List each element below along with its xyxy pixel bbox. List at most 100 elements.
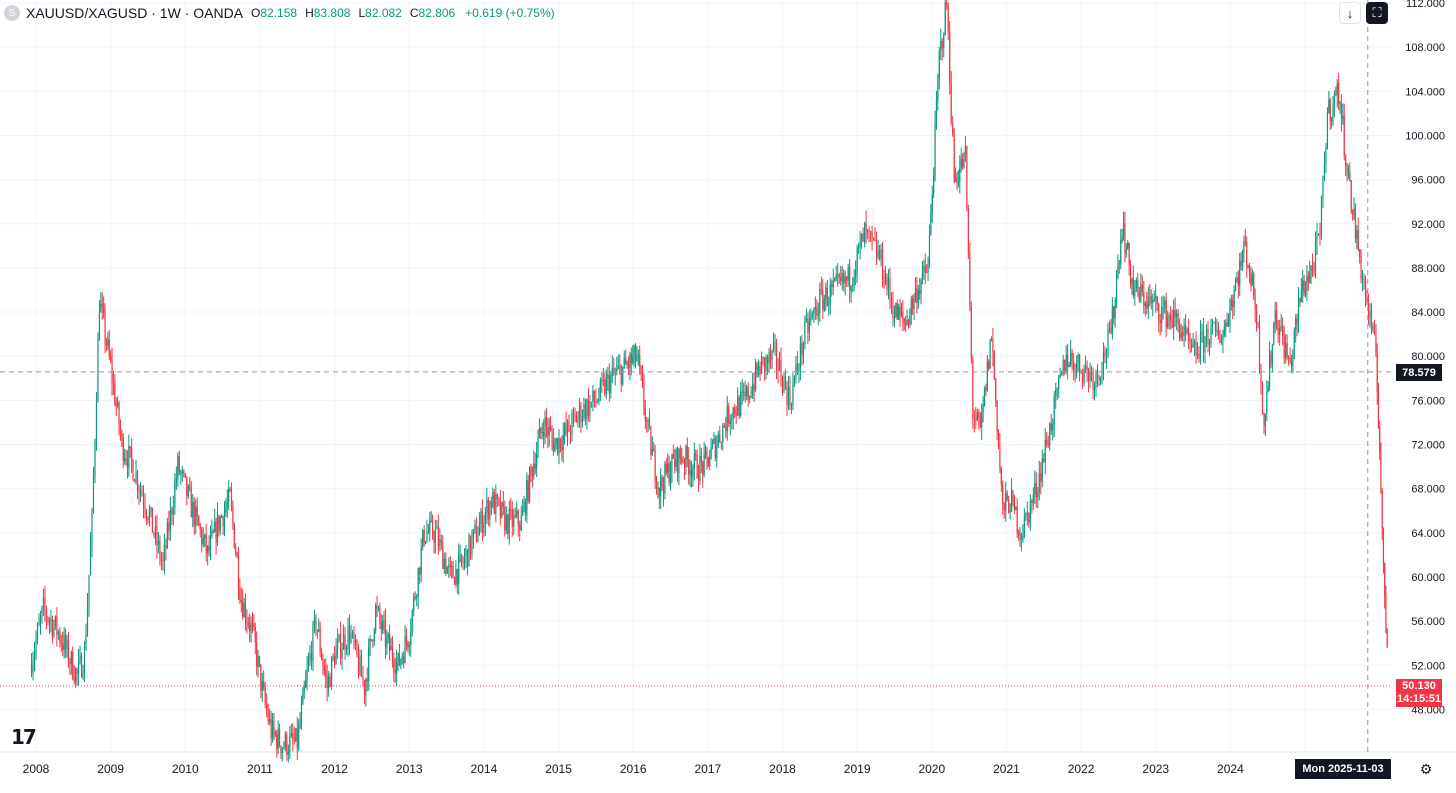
- candle-body: [504, 507, 506, 531]
- download-icon[interactable]: ↓: [1339, 2, 1361, 24]
- candle-body: [125, 458, 127, 461]
- candle-body: [792, 383, 794, 406]
- candle-body: [474, 525, 476, 530]
- candle-body: [477, 535, 479, 542]
- candle-body: [790, 405, 793, 407]
- candle-body: [935, 101, 938, 123]
- candle-body: [1323, 163, 1326, 177]
- candle-body: [804, 320, 806, 345]
- candle-body: [1059, 373, 1061, 377]
- candle-body: [709, 458, 711, 467]
- candle-body: [660, 477, 662, 497]
- x-tick-label: 2020: [918, 762, 945, 776]
- candle-body: [640, 367, 642, 375]
- candle-body: [401, 656, 403, 660]
- candle-body: [633, 345, 635, 357]
- candle-body: [420, 547, 422, 575]
- candle-body: [531, 469, 534, 477]
- candle-body: [706, 450, 708, 457]
- candle-body: [574, 413, 576, 416]
- candle-body: [729, 419, 731, 425]
- candle-body: [446, 567, 448, 574]
- candle-body: [271, 720, 274, 739]
- candle-body: [963, 152, 965, 168]
- candle-body: [135, 472, 137, 483]
- candle-body: [595, 401, 597, 403]
- candle-body: [900, 311, 903, 315]
- candle-body: [676, 449, 679, 474]
- candle-body: [373, 630, 375, 642]
- candle-body: [270, 719, 272, 739]
- candle-body: [620, 365, 622, 385]
- candle-body: [76, 669, 78, 674]
- candle-body: [849, 266, 851, 292]
- candle-body: [914, 288, 917, 297]
- candle-body: [468, 535, 470, 567]
- fullscreen-icon[interactable]: ⛶: [1366, 2, 1388, 24]
- candle-body: [829, 284, 831, 303]
- candle-body: [961, 158, 964, 168]
- candle-body: [1118, 263, 1120, 265]
- candle-body: [1340, 102, 1343, 119]
- candle-body: [1049, 423, 1051, 446]
- candle-body: [103, 306, 105, 313]
- symbol-title[interactable]: XAUUSD/XAGUSD · 1W · OANDA: [26, 5, 244, 21]
- candle-body: [354, 640, 357, 644]
- candle-body: [287, 752, 289, 755]
- settings-icon[interactable]: ⚙: [1419, 760, 1433, 777]
- candle-body: [681, 458, 683, 462]
- tradingview-logo[interactable]: 17: [11, 725, 37, 749]
- candle-body: [105, 341, 108, 346]
- candle-body: [856, 246, 858, 270]
- candle-body: [309, 652, 311, 661]
- candle-body: [969, 253, 971, 307]
- candle-body: [940, 40, 942, 51]
- candle-body: [1168, 315, 1170, 317]
- candle-body: [88, 575, 90, 605]
- candle-body: [66, 639, 68, 649]
- candle-body: [983, 387, 986, 404]
- candle-body: [850, 285, 852, 292]
- candle-body: [950, 83, 952, 123]
- candle-body: [933, 175, 935, 195]
- candle-body: [1140, 284, 1142, 301]
- candle-body: [1105, 354, 1108, 357]
- candle-body: [1227, 325, 1230, 327]
- candle-body: [184, 473, 186, 477]
- candle-body: [959, 167, 961, 182]
- candle-body: [505, 514, 507, 531]
- candle-body: [1149, 296, 1151, 298]
- candle-body: [902, 311, 904, 319]
- candle-body: [1031, 501, 1033, 503]
- candle-body: [424, 541, 427, 543]
- candle-body: [260, 664, 262, 691]
- candle-body: [819, 289, 821, 314]
- candle-body: [422, 530, 424, 548]
- candle-body: [281, 748, 283, 753]
- candle-body: [1201, 331, 1203, 333]
- candle-body: [869, 231, 872, 233]
- candle-body: [247, 622, 249, 625]
- candle-body: [895, 303, 897, 317]
- candle-body: [536, 453, 538, 469]
- chart-header: S XAUUSD/XAGUSD · 1W · OANDA O82.158 H83…: [4, 3, 555, 23]
- candle-body: [1185, 325, 1187, 334]
- candle-body: [383, 620, 385, 622]
- candle-body: [865, 223, 867, 231]
- candle-body: [269, 719, 271, 722]
- candle-body: [966, 146, 968, 209]
- candle-body: [1357, 230, 1359, 249]
- candle-body: [834, 278, 836, 281]
- candle-body: [810, 316, 812, 322]
- candle-body: [696, 455, 698, 478]
- candle-body: [625, 357, 627, 365]
- x-tick-label: 2013: [396, 762, 423, 776]
- candle-body: [661, 477, 663, 487]
- candle-body: [1350, 180, 1352, 212]
- candle-body: [326, 675, 328, 689]
- candle-body: [817, 313, 819, 316]
- candle-body: [765, 356, 767, 371]
- candle-body: [312, 625, 314, 662]
- candle-body: [529, 467, 531, 501]
